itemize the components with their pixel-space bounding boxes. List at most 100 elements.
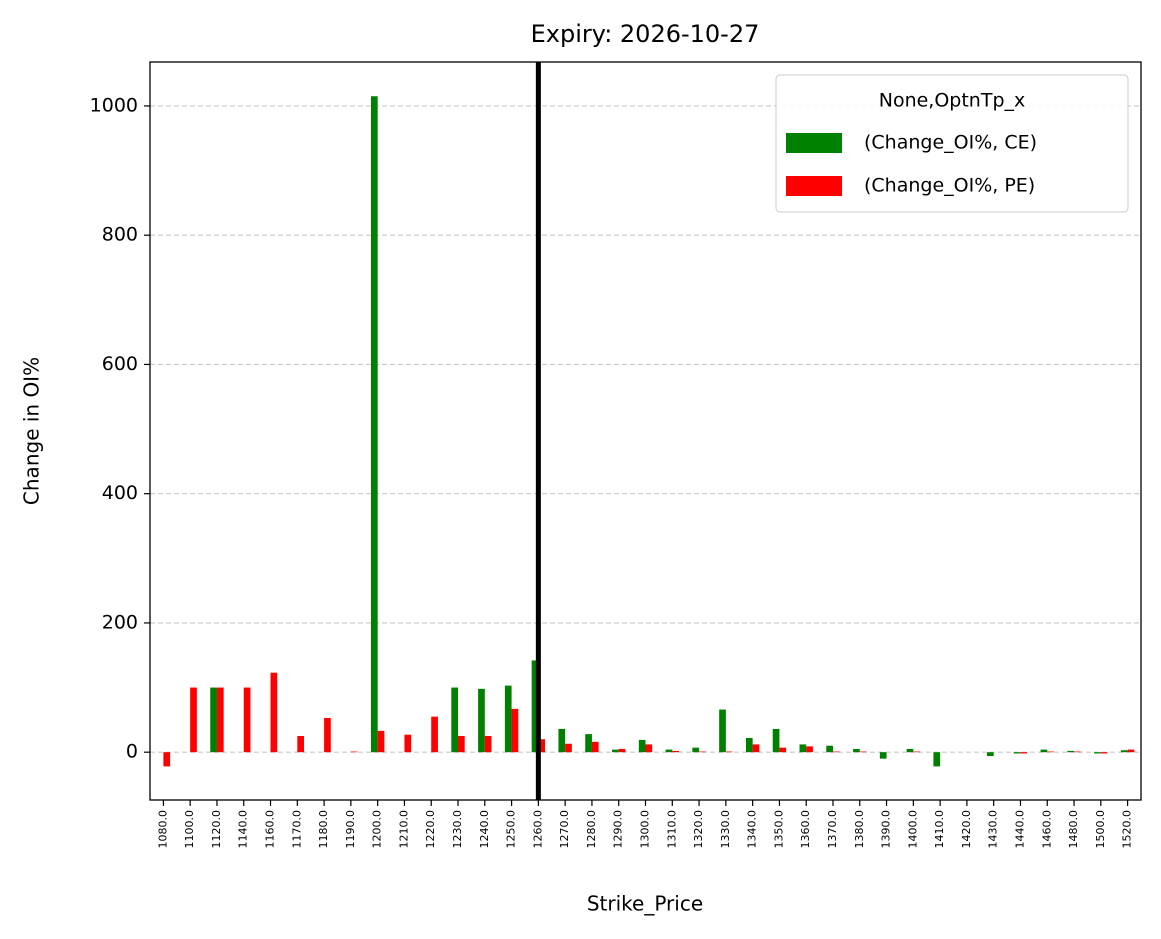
bar bbox=[879, 752, 887, 759]
x-tick-label: 1210.0 bbox=[397, 810, 410, 849]
bar bbox=[243, 687, 251, 753]
bar bbox=[531, 660, 539, 753]
x-tick-label: 1360.0 bbox=[799, 810, 812, 849]
bar bbox=[451, 687, 459, 753]
bar bbox=[1120, 750, 1128, 753]
x-tick-label: 1290.0 bbox=[612, 810, 625, 849]
bar bbox=[906, 748, 914, 753]
legend-title: None,OptnTp_x bbox=[879, 90, 1026, 112]
x-tick-label: 1350.0 bbox=[772, 810, 785, 849]
bar bbox=[377, 730, 385, 753]
x-tick-label: 1440.0 bbox=[1013, 810, 1026, 849]
bar bbox=[478, 688, 485, 753]
bar bbox=[484, 736, 492, 753]
bar bbox=[618, 748, 626, 753]
bar bbox=[772, 728, 780, 753]
bar bbox=[324, 717, 331, 753]
x-tick-label: 1280.0 bbox=[585, 810, 598, 849]
x-tick-label: 1310.0 bbox=[665, 810, 678, 849]
y-tick-label: 1000 bbox=[90, 94, 138, 116]
x-tick-label: 1220.0 bbox=[424, 810, 437, 849]
x-tick-label: 1260.0 bbox=[531, 810, 544, 849]
legend-box bbox=[775, 74, 1129, 213]
x-tick-label: 1140.0 bbox=[237, 810, 250, 849]
bar bbox=[1094, 752, 1101, 754]
bar bbox=[719, 709, 726, 753]
x-tick-label: 1190.0 bbox=[344, 810, 357, 849]
bar bbox=[511, 708, 519, 753]
legend-swatch bbox=[786, 176, 842, 196]
bar bbox=[585, 734, 592, 753]
x-tick-label: 1080.0 bbox=[156, 810, 169, 849]
x-tick-label: 1100.0 bbox=[183, 810, 196, 849]
x-tick-label: 1380.0 bbox=[853, 810, 866, 849]
x-tick-label: 1240.0 bbox=[478, 810, 491, 849]
bar bbox=[1013, 752, 1021, 754]
bar bbox=[270, 672, 278, 753]
chart-title: Expiry: 2026-10-27 bbox=[531, 20, 760, 48]
bar bbox=[832, 751, 840, 753]
bar bbox=[692, 747, 700, 753]
x-tick-label: 1370.0 bbox=[826, 810, 839, 849]
x-tick-label: 1520.0 bbox=[1121, 810, 1134, 849]
bar bbox=[1020, 752, 1028, 754]
bar bbox=[859, 751, 867, 753]
bar bbox=[645, 744, 653, 753]
bar bbox=[370, 96, 378, 753]
x-tick-label: 1330.0 bbox=[719, 810, 732, 849]
y-tick-label: 800 bbox=[102, 224, 138, 246]
bar bbox=[699, 751, 706, 753]
bar bbox=[799, 744, 807, 753]
y-axis-label: Change in OI% bbox=[20, 357, 44, 505]
bar bbox=[504, 685, 512, 753]
x-tick-label: 1320.0 bbox=[692, 810, 705, 849]
bar bbox=[826, 745, 833, 753]
bar bbox=[1047, 751, 1054, 753]
x-tick-label: 1120.0 bbox=[210, 810, 223, 849]
bar bbox=[779, 747, 787, 753]
bar bbox=[163, 752, 171, 767]
bar bbox=[913, 751, 921, 753]
x-tick-label: 1500.0 bbox=[1094, 810, 1107, 849]
x-tick-label: 1480.0 bbox=[1067, 810, 1080, 849]
bar bbox=[591, 741, 599, 753]
bar bbox=[1067, 750, 1075, 753]
x-tick-label: 1410.0 bbox=[933, 810, 946, 849]
x-tick-label: 1160.0 bbox=[264, 810, 277, 849]
x-tick-label: 1250.0 bbox=[505, 810, 518, 849]
bar bbox=[665, 749, 673, 753]
x-tick-label: 1460.0 bbox=[1040, 810, 1053, 849]
bar bbox=[933, 752, 941, 767]
legend-label: (Change_OI%, CE) bbox=[864, 132, 1037, 154]
bar bbox=[404, 734, 412, 753]
bar bbox=[806, 746, 813, 753]
x-tick-label: 1420.0 bbox=[960, 810, 973, 849]
bar bbox=[350, 751, 358, 753]
bar bbox=[565, 743, 572, 753]
bar bbox=[745, 737, 753, 753]
x-tick-label: 1180.0 bbox=[317, 810, 330, 849]
bar bbox=[458, 736, 465, 753]
bar bbox=[1100, 752, 1108, 754]
bar bbox=[612, 749, 619, 753]
x-tick-label: 1340.0 bbox=[746, 810, 759, 849]
y-tick-label: 200 bbox=[102, 611, 138, 633]
y-tick-label: 400 bbox=[102, 482, 138, 504]
bar bbox=[1074, 751, 1081, 753]
x-tick-label: 1270.0 bbox=[558, 810, 571, 849]
bar bbox=[752, 744, 760, 753]
x-tick-label: 1430.0 bbox=[987, 810, 1000, 849]
bar bbox=[853, 748, 860, 753]
legend: None,OptnTp_x (Change_OI%, CE) (Change_OI%… bbox=[775, 74, 1129, 213]
bar bbox=[216, 687, 224, 753]
legend-swatch bbox=[786, 133, 842, 153]
bar bbox=[725, 751, 733, 753]
bar bbox=[297, 736, 305, 753]
y-tick-label: 600 bbox=[102, 353, 138, 375]
x-tick-label: 1400.0 bbox=[906, 810, 919, 849]
y-tick-label: 0 bbox=[126, 741, 138, 763]
bar bbox=[558, 728, 566, 753]
bar bbox=[538, 739, 546, 753]
x-tick-label: 1230.0 bbox=[451, 810, 464, 849]
